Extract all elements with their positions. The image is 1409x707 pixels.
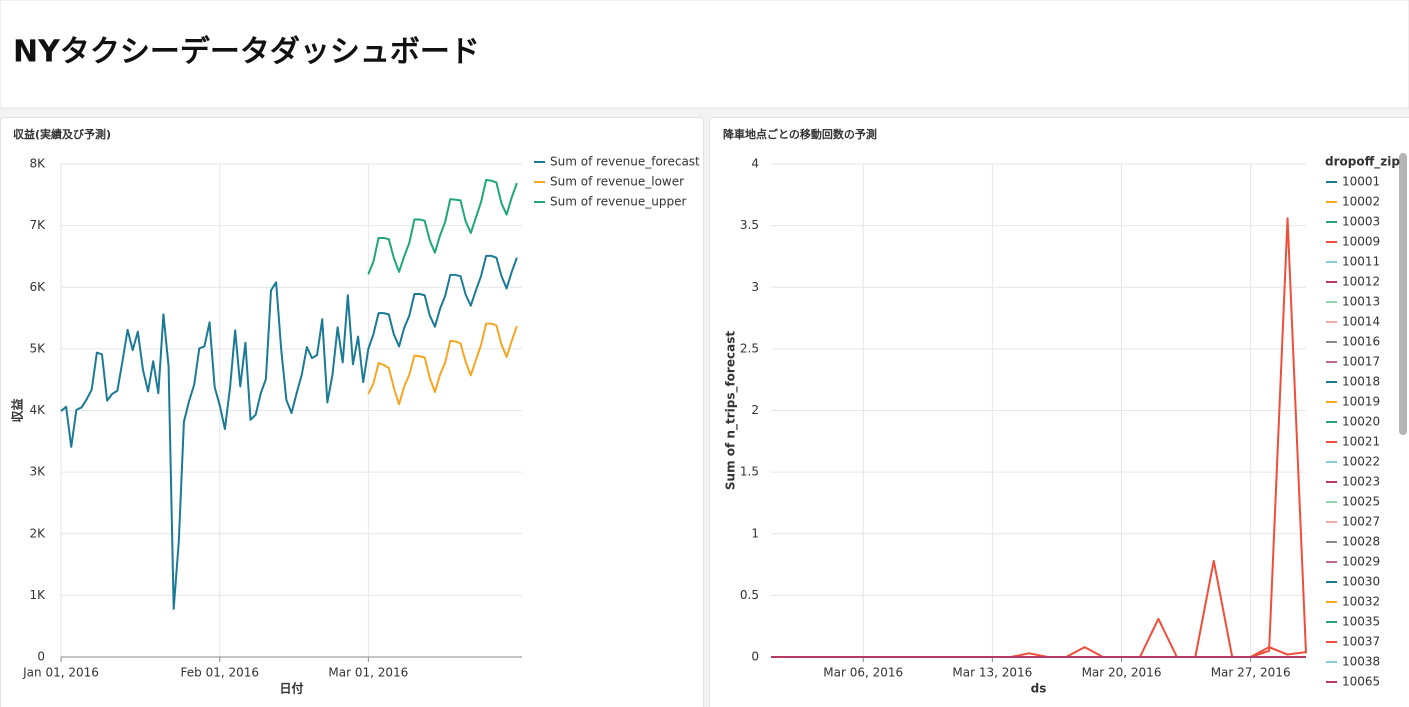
panel-title: 降車地点ごとの移動回数の予測 (723, 127, 877, 141)
y-tick-label: 0.5 (740, 588, 759, 602)
y-tick-label: 2 (751, 403, 759, 417)
header (0, 0, 1409, 109)
legend-label: Sum of revenue_forecast (550, 155, 700, 169)
legend-label: 10023 (1342, 475, 1380, 489)
x-tick-label: Mar 06, 2016 (823, 666, 903, 680)
x-axis-title: 日付 (279, 681, 303, 696)
legend-label: 10065 (1342, 675, 1380, 689)
legend-label: 10011 (1342, 255, 1380, 269)
panel (709, 117, 1409, 707)
legend-label: 10021 (1342, 435, 1380, 449)
legend-label: 10016 (1342, 335, 1380, 349)
legend-label: 10025 (1342, 495, 1380, 509)
legend-label: 10020 (1342, 415, 1380, 429)
y-tick-label: 1K (29, 588, 46, 602)
x-axis-title: ds (1031, 682, 1047, 696)
y-tick-label: 4K (29, 403, 46, 417)
series-line (367, 322, 518, 406)
x-tick-label: Mar 13, 2016 (952, 666, 1032, 680)
legend-label: 10019 (1342, 395, 1380, 409)
y-tick-label: 2K (29, 526, 46, 540)
y-tick-label: 3 (751, 280, 759, 294)
y-tick-label: 2.5 (740, 341, 759, 355)
legend-label: 10030 (1342, 575, 1380, 589)
y-tick-label: 4 (751, 157, 759, 171)
x-tick-label: Jan 01, 2016 (22, 666, 99, 680)
legend-label: 10028 (1342, 535, 1380, 549)
legend-label: 10022 (1342, 455, 1380, 469)
y-axis-title: Sum of n_trips_forecast (724, 331, 739, 490)
legend-label: 10014 (1342, 315, 1380, 329)
y-tick-label: 1.5 (740, 465, 759, 479)
legend-label: 10012 (1342, 275, 1380, 289)
legend-label: Sum of revenue_lower (550, 175, 684, 189)
legend-label: 10027 (1342, 515, 1380, 529)
y-tick-label: 3.5 (740, 218, 759, 232)
legend-label: 10029 (1342, 555, 1380, 569)
y-axis-title: 収益 (10, 398, 25, 422)
x-tick-label: Feb 01, 2016 (181, 666, 260, 680)
y-tick-label: 3K (29, 465, 46, 479)
y-tick-label: 5K (29, 341, 46, 355)
legend-label: 10013 (1342, 295, 1380, 309)
panel-title: 収益(実績及び予測) (13, 127, 111, 141)
legend-label: 10017 (1342, 355, 1380, 369)
x-tick-label: Mar 20, 2016 (1082, 666, 1162, 680)
legend-label: 10037 (1342, 635, 1380, 649)
x-tick-label: Mar 01, 2016 (328, 666, 408, 680)
scrollbar[interactable] (1399, 153, 1407, 435)
y-tick-label: 0 (751, 650, 759, 664)
y-tick-label: 0 (37, 650, 45, 664)
legend-label: 10035 (1342, 615, 1380, 629)
panel (0, 117, 704, 707)
x-tick-label: Mar 27, 2016 (1211, 666, 1291, 680)
legend-label: 10001 (1342, 175, 1380, 189)
y-tick-label: 1 (751, 526, 759, 540)
legend-label: 10038 (1342, 655, 1380, 669)
legend-title: dropoff_zip (1325, 155, 1400, 170)
y-tick-label: 6K (29, 280, 46, 294)
legend-label: 10018 (1342, 375, 1380, 389)
legend-label: Sum of revenue_upper (550, 195, 686, 209)
series-line (367, 179, 518, 275)
dashboard-title: NYタクシーデータダッシュボード (13, 35, 480, 70)
legend-label: 10002 (1342, 195, 1380, 209)
series-line (60, 254, 518, 610)
legend-label: 10009 (1342, 235, 1380, 249)
legend-label: 10003 (1342, 215, 1380, 229)
y-tick-label: 7K (29, 218, 46, 232)
legend-label: 10032 (1342, 595, 1380, 609)
y-tick-label: 8K (29, 157, 46, 171)
